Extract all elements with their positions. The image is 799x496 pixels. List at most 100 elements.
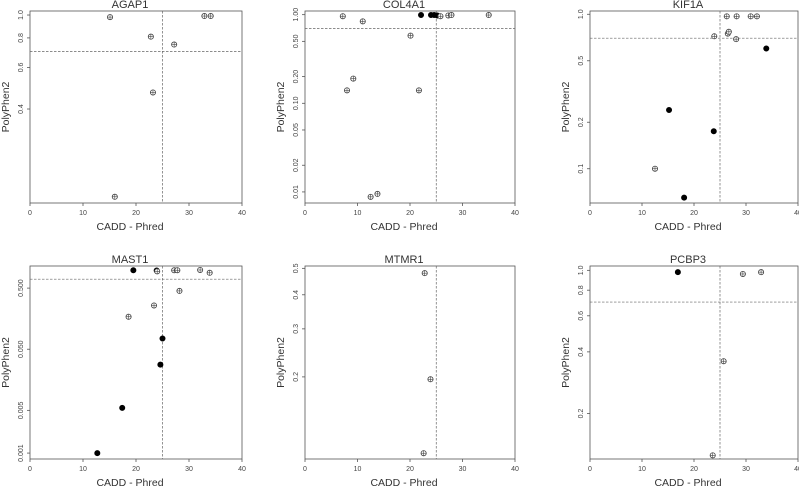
y-axis-label: PolyPhen2: [0, 337, 12, 388]
x-tick-label: 30: [459, 466, 467, 473]
data-point-open: [149, 89, 156, 96]
y-tick-label: 1.00: [293, 8, 300, 22]
y-tick-label: 0.4: [293, 290, 300, 300]
y-axis-label: PolyPhen2: [275, 81, 287, 132]
plot-frame: [29, 265, 243, 460]
data-point-open: [367, 193, 374, 200]
y-tick-label: 0.5: [578, 56, 585, 66]
x-tick-label: 30: [459, 210, 467, 217]
y-axis-label: PolyPhen2: [275, 337, 287, 388]
data-point-open: [154, 268, 161, 275]
x-tick-label: 20: [690, 210, 698, 217]
x-tick-label: 10: [638, 210, 646, 217]
x-tick-label: 40: [794, 210, 799, 217]
x-axis-label: CADD - Phred: [654, 221, 721, 233]
x-tick-label: 20: [690, 466, 698, 473]
data-point-open: [758, 269, 765, 276]
x-tick-label: 30: [742, 466, 750, 473]
data-point-open: [339, 13, 346, 20]
data-point-open: [206, 269, 213, 276]
panel-title: PCBP3: [670, 254, 706, 266]
x-tick-label: 30: [185, 210, 193, 217]
x-tick-label: 30: [185, 466, 193, 473]
x-tick-label: 30: [742, 210, 750, 217]
y-tick-label: 0.2: [578, 409, 585, 419]
data-point-open: [739, 270, 746, 277]
y-tick-label: 0.05: [293, 123, 300, 137]
data-point-open: [709, 452, 716, 459]
x-tick-label: 10: [354, 466, 362, 473]
x-tick-label: 0: [588, 466, 592, 473]
y-tick-label: 0.8: [18, 33, 25, 43]
data-point-open: [448, 12, 455, 19]
data-point-filled: [119, 404, 126, 411]
y-tick-label: 0.2: [578, 117, 585, 127]
data-point-filled: [130, 267, 137, 274]
x-tick-label: 0: [303, 466, 307, 473]
data-point-filled: [159, 335, 166, 342]
panel-pcbp3: PCBP3 0 10 20 30 40 0.2 0.4 0.6 0.8 1.0 CADD - Phre…: [560, 254, 799, 489]
y-tick-label: 0.50: [293, 34, 300, 48]
x-tick-label: 40: [238, 210, 246, 217]
y-tick-label: 0.500: [18, 279, 25, 297]
x-tick-label: 0: [28, 466, 32, 473]
data-point-filled: [763, 45, 770, 52]
y-tick-label: 0.4: [578, 347, 585, 357]
panel-kif1a: KIF1A 0 10 20 30 40 0.1 0.2 0.5 1.0 CADD - Phred Po…: [560, 0, 799, 233]
plot-frame: [29, 10, 243, 204]
data-point-filled: [710, 128, 717, 135]
data-point-open: [207, 13, 214, 20]
data-point-open: [733, 36, 740, 43]
data-point-open: [652, 165, 659, 172]
data-point-open: [415, 87, 422, 94]
x-tick-label: 10: [79, 466, 87, 473]
data-point-open: [359, 18, 366, 25]
panel-title: COL4A1: [383, 0, 425, 11]
data-point-open: [725, 28, 732, 35]
data-point-open: [753, 13, 760, 20]
y-tick-label: 0.1: [578, 164, 585, 174]
data-point-filled: [681, 194, 688, 201]
x-axis-label: CADD - Phred: [96, 221, 163, 233]
data-point-open: [711, 33, 718, 40]
data-point-open: [723, 13, 730, 20]
x-tick-label: 40: [511, 210, 519, 217]
plot-frame: [589, 265, 799, 460]
data-point-open: [437, 13, 444, 20]
y-tick-label: 0.8: [578, 285, 585, 295]
panel-title: KIF1A: [673, 0, 704, 11]
y-axis-label: PolyPhen2: [560, 81, 572, 132]
plot-frame: [304, 265, 516, 460]
plot-frame: [304, 10, 516, 204]
y-axis-label: PolyPhen2: [0, 81, 12, 132]
data-point-filled: [94, 450, 101, 457]
data-point-filled: [666, 107, 673, 114]
data-point-open: [350, 75, 357, 82]
x-tick-label: 20: [406, 466, 414, 473]
data-point-open: [107, 14, 114, 21]
x-tick-label: 40: [511, 466, 519, 473]
y-tick-label: 1.0: [578, 265, 585, 275]
y-tick-label: 0.6: [578, 311, 585, 321]
data-point-open: [747, 13, 754, 20]
plot-frame: [589, 10, 799, 204]
y-tick-label: 0.050: [18, 340, 25, 358]
y-tick-label: 0.10: [293, 96, 300, 110]
data-point-open: [176, 287, 183, 294]
data-point-open: [147, 33, 154, 40]
x-tick-label: 0: [303, 210, 307, 217]
y-tick-label: 1.0: [18, 10, 25, 20]
x-tick-label: 20: [132, 466, 140, 473]
y-tick-label: 0.5: [293, 263, 300, 273]
data-point-filled: [674, 269, 681, 276]
data-point-open: [171, 41, 178, 48]
y-tick-label: 0.20: [293, 70, 300, 84]
data-point-open: [111, 193, 118, 200]
data-point-filled: [157, 361, 164, 368]
data-point-open: [197, 266, 204, 273]
x-axis-label: CADD - Phred: [96, 477, 163, 489]
y-tick-label: 0.2: [293, 372, 300, 382]
x-tick-label: 20: [406, 210, 414, 217]
x-tick-label: 40: [794, 466, 799, 473]
data-point-open: [151, 302, 158, 309]
